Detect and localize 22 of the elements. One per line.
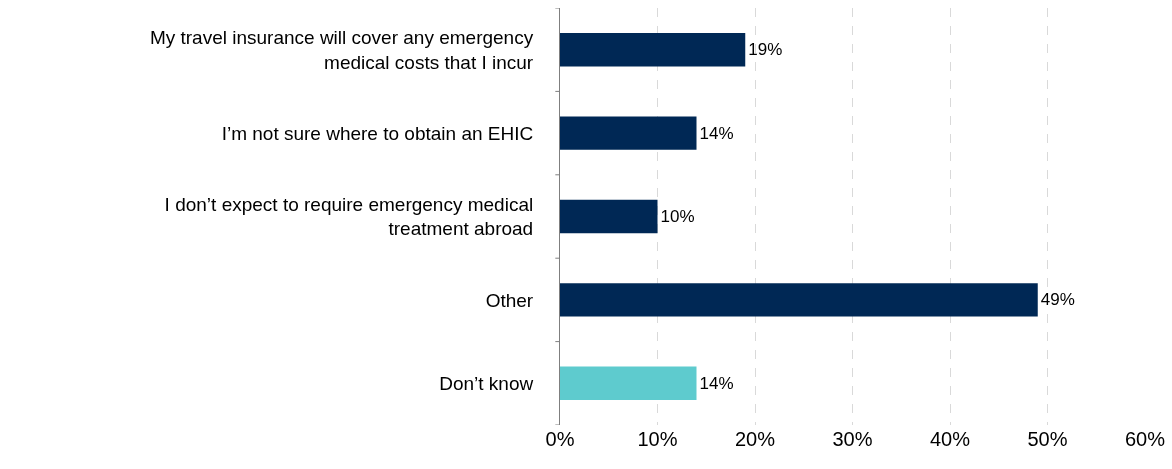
- data-label: 14%: [699, 123, 734, 143]
- x-tick-label: 30%: [832, 428, 873, 450]
- data-label: 10%: [660, 207, 695, 226]
- bar: [560, 33, 746, 67]
- bar: [560, 199, 658, 234]
- data-label: 14%: [699, 373, 734, 393]
- data-label: 49%: [1040, 290, 1075, 310]
- y-tick-label: I don’t expect to require emergency medical treatment abroad: [164, 193, 534, 240]
- data-label: 19%: [748, 40, 783, 60]
- y-tick-label: My travel insurance will cover any emergency medical costs that I incur: [149, 27, 534, 73]
- x-tick-label: 60%: [1124, 428, 1166, 450]
- y-tick-label: I’m not sure where to obtain an EHIC: [221, 122, 534, 144]
- y-tick-label: Don’t know: [439, 372, 534, 394]
- x-tick-label: 50%: [1027, 428, 1068, 450]
- x-tick-label: 20%: [734, 428, 776, 450]
- bar: [560, 116, 697, 150]
- y-tick-label: Other: [485, 289, 534, 311]
- x-tick-label: 0%: [545, 428, 575, 450]
- bar: [560, 283, 1038, 317]
- x-tick-label: 40%: [929, 428, 971, 450]
- bar: [560, 366, 697, 400]
- x-tick-label: 10%: [637, 428, 678, 450]
